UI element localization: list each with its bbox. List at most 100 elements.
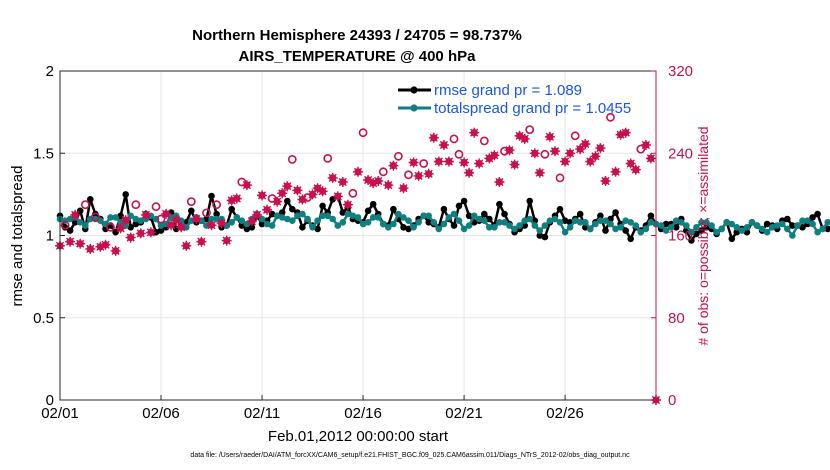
obs-possible-marker: [151, 202, 161, 212]
obs-assimilated-marker: [529, 148, 540, 159]
obs-assimilated-marker: [383, 180, 394, 191]
series-point-rmse: [465, 212, 473, 220]
obs-assimilated-marker: [342, 199, 353, 210]
series-point-totalspread: [758, 225, 766, 233]
x-tick-label: 02/06: [142, 405, 180, 422]
series-point-totalspread: [385, 224, 392, 231]
series-point-totalspread: [748, 219, 756, 226]
obs-assimilated-marker: [100, 239, 111, 250]
obs-assimilated-star: [135, 228, 146, 239]
series-point-rmse: [278, 209, 286, 216]
obs-assimilated-star: [433, 156, 444, 167]
obs-possible-marker: [606, 112, 615, 122]
x-tick-label: 02/16: [344, 405, 382, 422]
series-point-rmse: [319, 202, 326, 210]
series-point-totalspread: [763, 228, 771, 236]
series-point-totalspread: [284, 215, 291, 223]
series-point-totalspread: [642, 225, 650, 233]
obs-possible-marker: [555, 173, 565, 183]
series-point-rmse: [607, 215, 614, 223]
series-point-totalspread: [364, 219, 372, 226]
obs-assimilated-marker: [595, 143, 606, 154]
obs-assimilated-star: [529, 148, 540, 159]
obs-assimilated-marker: [140, 209, 151, 220]
series-point-rmse: [132, 220, 140, 228]
y-tick-label: 0: [46, 392, 54, 409]
obs-assimilated-star: [226, 195, 237, 206]
obs-assimilated-star: [110, 245, 121, 256]
obs-assimilated-star: [145, 227, 156, 238]
obs-assimilated-star: [575, 144, 586, 155]
series-point-rmse: [672, 224, 680, 231]
series-point-rmse: [622, 227, 629, 234]
obs-assimilated-star: [550, 146, 560, 157]
legend-label-rmse: rmse grand pr = 1.089: [434, 82, 582, 99]
obs-assimilated-marker: [433, 156, 444, 167]
obs-assimilated-star: [75, 238, 86, 249]
legend-label-totalspread: totalspread grand pr = 1.0455: [434, 100, 631, 117]
obs-assimilated-star: [100, 239, 111, 250]
obs-assimilated-star: [630, 164, 641, 175]
series-point-totalspread: [506, 222, 513, 229]
series-point-totalspread: [632, 222, 640, 229]
series-point-rmse: [122, 191, 129, 198]
obs-assimilated-marker: [494, 177, 505, 187]
obs-assimilated-star: [70, 209, 81, 220]
obs-assimilated-marker: [474, 158, 485, 169]
chart-title-line1: Northern Hemisphere 24393 / 24705 = 98.7…: [192, 27, 522, 44]
series-point-totalspread: [76, 219, 84, 226]
series-point-totalspread: [789, 232, 796, 239]
obs-assimilated-star: [120, 215, 131, 226]
series-point-totalspread: [693, 224, 700, 231]
y-right-tick-label: 320: [668, 63, 693, 80]
series-point-totalspread: [183, 224, 190, 231]
series-point-totalspread: [809, 220, 816, 228]
y-right-tick-label: 160: [668, 228, 693, 245]
series-point-rmse: [809, 214, 816, 221]
series-point-totalspread: [672, 217, 680, 224]
obs-assimilated-star: [171, 215, 182, 226]
obs-assimilated-marker: [307, 189, 318, 200]
series-point-totalspread: [597, 217, 604, 224]
series-point-rmse: [561, 217, 569, 224]
chart-title-line2: AIRS_TEMPERATURE @ 400 hPa: [239, 48, 477, 65]
x-tick-label: 02/21: [445, 405, 483, 422]
obs-assimilated-star: [413, 170, 424, 181]
series-point-totalspread: [627, 219, 634, 226]
series-point-totalspread: [753, 222, 761, 229]
series-point-totalspread: [395, 210, 402, 218]
series-point-totalspread: [819, 225, 826, 233]
series-point-totalspread: [496, 219, 503, 226]
obs-assimilated-star: [640, 140, 651, 150]
series-point-totalspread: [617, 224, 624, 231]
series-point-totalspread: [501, 219, 508, 226]
series-point-totalspread: [688, 228, 695, 236]
obs-assimilated-marker: [246, 216, 257, 227]
series-point-totalspread: [708, 222, 715, 229]
series-point-totalspread: [703, 219, 710, 226]
series-point-totalspread: [390, 220, 397, 228]
series-point-totalspread: [157, 222, 165, 229]
series-point-totalspread: [799, 217, 806, 224]
series-point-totalspread: [465, 222, 473, 229]
series-point-totalspread: [486, 224, 493, 231]
axis-ticks: 02/01 02/06 02/11 02/16 02/21 02/26 0 0.5 1 1.5 2 0…: [33, 63, 693, 422]
obs-assimilated-marker: [282, 181, 293, 192]
obs-possible-marker: [540, 149, 550, 159]
series-point-totalspread: [698, 219, 705, 226]
obs-assimilated-star: [489, 150, 500, 161]
obs-assimilated-marker: [337, 177, 348, 187]
obs-assimilated-marker: [277, 188, 288, 199]
obs-assimilated-marker: [550, 146, 560, 157]
series-point-totalspread: [415, 219, 422, 226]
obs-possible-marker: [287, 154, 297, 164]
series-point-totalspread: [450, 210, 458, 218]
obs-assimilated-star: [332, 191, 343, 202]
series-point-rmse: [364, 207, 372, 215]
series-point-rmse: [784, 215, 791, 223]
series-point-rmse: [743, 228, 751, 236]
series-point-totalspread: [622, 217, 629, 224]
obs-assimilated-star: [181, 240, 192, 251]
obs-assimilated-marker: [161, 208, 172, 219]
x-tick-label: 02/01: [41, 405, 79, 422]
